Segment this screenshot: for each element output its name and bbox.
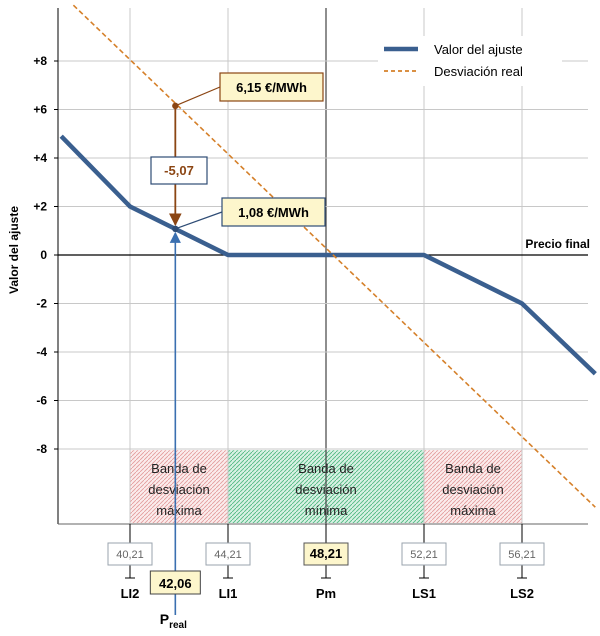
series-line-0	[59, 134, 597, 376]
price-name-Pm: Pm	[316, 586, 336, 601]
p-real-box	[149, 570, 201, 595]
y-tick-label: -4	[36, 345, 47, 359]
y-tick-label: +8	[33, 54, 47, 68]
price-name-LI1: LI1	[219, 586, 238, 601]
price-value-LI2: 40,21	[116, 549, 144, 561]
price-name-LS1: LS1	[412, 586, 436, 601]
price-box-LS1	[401, 542, 447, 566]
difference-box	[150, 156, 208, 185]
band-2	[424, 450, 522, 523]
price-name-LI2: LI2	[121, 586, 140, 601]
band-0	[130, 450, 228, 523]
band-label-line: Banda de	[151, 461, 207, 476]
price-value-LS1: 52,21	[410, 549, 438, 561]
p-real-name: Preal	[160, 611, 187, 631]
deviation-leader	[175, 86, 221, 107]
y-axis-title: Valor del ajuste	[7, 206, 21, 294]
deviation-callout-box	[219, 72, 324, 102]
annotations-layer: 6,15 €/MWh 1,08 €/MWh -5,07	[150, 72, 326, 615]
series-layer	[59, 4, 597, 508]
band-label-line: desviación	[442, 482, 503, 497]
band-label-line: máxima	[450, 503, 496, 518]
y-tick-label: -2	[36, 297, 47, 311]
price-box-LI2	[107, 542, 153, 566]
legend-label-0: Valor del ajuste	[434, 42, 523, 57]
deviation-callout-text: 6,15 €/MWh	[236, 80, 307, 95]
band-label-line: máxima	[156, 503, 202, 518]
adjustment-callout-text: 1,08 €/MWh	[238, 205, 309, 220]
y-tick-label: +2	[33, 200, 47, 214]
price-box-Pm	[303, 542, 349, 566]
band-label-line: Banda de	[445, 461, 501, 476]
p-real-name-main: P	[160, 611, 169, 627]
adjustment-leader	[175, 211, 223, 230]
p-real-name-sub: real	[169, 620, 187, 631]
difference-label: -5,07	[164, 163, 194, 178]
x-axis-title: Precio final	[525, 237, 590, 251]
legend: Valor del ajuste Desviación real	[378, 36, 562, 86]
price-name-LS2: LS2	[510, 586, 534, 601]
y-tick-label: -8	[36, 442, 47, 456]
price-value-Pm: 48,21	[310, 546, 343, 561]
price-marks-layer: 40,21 LI2 44,21 LI1 48,21 Pm 52,21 LS1 56,21 LS2 4…	[107, 524, 545, 631]
y-tick-label: 0	[40, 248, 47, 262]
price-value-LS2: 56,21	[508, 549, 536, 561]
price-value-LI1: 44,21	[214, 549, 242, 561]
legend-box	[378, 36, 562, 86]
grid-layer	[58, 8, 588, 524]
price-box-LS2	[499, 542, 545, 566]
axes-layer: +8 +6 +4 +2 0 -2 -4 -6 -8 Valor del ajuste Precio …	[7, 8, 590, 525]
y-tick-label: -6	[36, 394, 47, 408]
legend-label-1: Desviación real	[434, 64, 523, 79]
p-real-value: 42,06	[159, 576, 192, 591]
adjustment-callout-box	[221, 197, 326, 227]
series-line-1	[72, 4, 596, 508]
band-label-line: desviación	[148, 482, 209, 497]
y-tick-label: +6	[33, 103, 47, 117]
y-tick-label: +4	[33, 151, 47, 165]
price-box-LI1	[205, 542, 251, 566]
